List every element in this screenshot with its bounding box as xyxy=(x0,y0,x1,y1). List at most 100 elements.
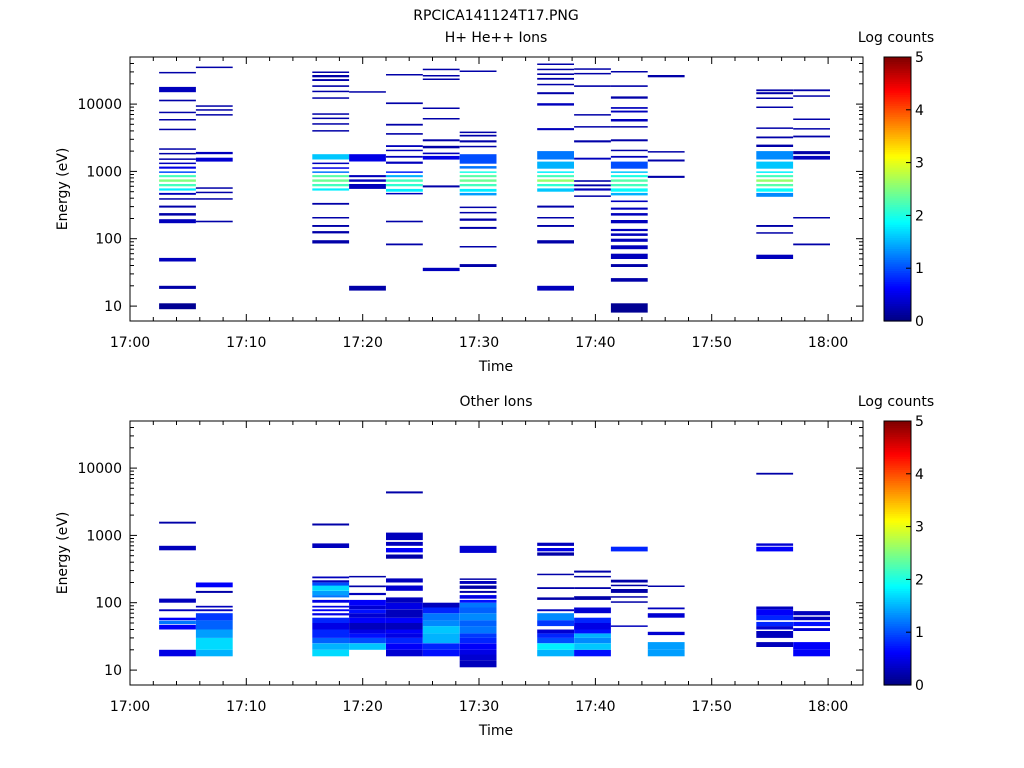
colorbar-swatch xyxy=(884,667,911,671)
heatmap-cell xyxy=(159,119,196,121)
colorbar-swatch xyxy=(884,500,911,503)
heatmap-cell xyxy=(756,642,794,647)
colorbar-swatch xyxy=(884,164,911,168)
heatmap-cell xyxy=(386,602,423,610)
heatmap-cell xyxy=(159,162,196,165)
x-tick-label: 17:40 xyxy=(575,335,615,351)
plot-frame xyxy=(129,56,864,322)
heatmap-cell xyxy=(459,140,497,143)
heatmap-cell xyxy=(159,192,196,195)
heatmap-cell xyxy=(459,602,497,608)
heatmap-cell xyxy=(386,192,423,195)
heatmap-cell xyxy=(610,278,648,282)
heatmap-cell xyxy=(159,166,196,169)
heatmap-cell xyxy=(159,545,196,551)
heatmap-cell xyxy=(793,611,830,616)
heatmap-cell xyxy=(459,545,497,553)
colorbar-swatch xyxy=(884,632,911,635)
colorbar-swatch xyxy=(884,460,911,464)
colorbar-swatch xyxy=(884,520,911,523)
heatmap-cell xyxy=(647,649,685,657)
colorbar-tick-label: 0 xyxy=(915,678,924,694)
colorbar-swatch xyxy=(884,299,911,302)
colorbar-swatch xyxy=(884,605,911,609)
heatmap-cell xyxy=(459,578,497,580)
colorbar-swatch xyxy=(884,674,911,677)
heatmap-cell xyxy=(647,151,685,153)
colorbar-swatch xyxy=(884,504,911,508)
heatmap-cell xyxy=(386,243,423,246)
colorbar-swatch xyxy=(884,272,911,276)
heatmap-cell xyxy=(647,175,685,178)
colorbar-swatch xyxy=(884,288,911,291)
colorbar-swatch xyxy=(884,215,911,219)
heatmap-cell xyxy=(349,633,386,638)
heatmap-cell xyxy=(459,599,497,603)
colorbar-swatch xyxy=(884,173,911,177)
heatmap-cell xyxy=(610,579,648,583)
heatmap-cell xyxy=(312,240,350,244)
y-tick-label: 10000 xyxy=(77,97,122,113)
colorbar-swatch xyxy=(884,522,911,525)
heatmap-cell xyxy=(459,131,497,134)
heatmap-cell xyxy=(537,629,574,634)
colorbar-swatch xyxy=(884,217,911,221)
heatmap-cell xyxy=(422,633,460,644)
colorbar-swatch xyxy=(884,570,911,574)
heatmap-cell xyxy=(756,606,794,610)
heatmap-cell xyxy=(537,188,574,192)
colorbar-swatch xyxy=(884,83,911,87)
y-tick-label: 100 xyxy=(95,596,122,612)
x-tick-label: 17:20 xyxy=(343,335,383,351)
heatmap-cell xyxy=(574,587,611,589)
colorbar-swatch xyxy=(884,228,911,232)
colorbar-swatch xyxy=(884,636,911,640)
heatmap-cell xyxy=(349,605,386,610)
heatmap-cell xyxy=(610,303,648,313)
heatmap-cell xyxy=(574,68,611,70)
colorbar-swatch xyxy=(884,513,911,517)
colorbar-swatch xyxy=(884,566,911,569)
heatmap-cell xyxy=(349,179,386,182)
heatmap-cell xyxy=(537,68,574,71)
colorbar-swatch xyxy=(884,665,911,668)
colorbar-swatch xyxy=(884,506,911,510)
colorbar-swatch xyxy=(884,103,911,106)
colorbar-swatch xyxy=(884,559,911,563)
colorbar-swatch xyxy=(884,480,911,484)
heatmap-cell xyxy=(386,554,423,559)
heatmap-cell xyxy=(459,192,497,196)
colorbar-swatch xyxy=(884,443,911,446)
heatmap-cell xyxy=(537,613,574,621)
heatmap-cell xyxy=(195,109,233,111)
heatmap-cell xyxy=(349,599,386,606)
colorbar-swatch xyxy=(884,112,911,115)
heatmap-cell xyxy=(459,188,497,192)
heatmap-cell xyxy=(756,92,794,95)
colorbar-swatch xyxy=(884,87,911,91)
heatmap-cell xyxy=(386,629,423,634)
heatmap-cell xyxy=(386,532,423,541)
colorbar-tick-label: 1 xyxy=(915,261,924,277)
heatmap-cell xyxy=(386,149,423,152)
heatmap-cell xyxy=(422,118,460,120)
colorbar-swatch xyxy=(884,70,911,73)
colorbar-swatch xyxy=(884,94,911,98)
colorbar-swatch xyxy=(884,660,911,664)
heatmap-cell xyxy=(159,213,196,216)
tick-marks xyxy=(129,420,863,685)
heatmap-cell xyxy=(312,609,350,612)
heatmap-cell xyxy=(386,145,423,147)
colorbar-swatch xyxy=(884,638,911,642)
colorbar-swatch xyxy=(884,489,911,492)
heatmap-cell xyxy=(647,613,685,618)
heatmap-cell xyxy=(459,179,497,182)
heatmap-cell xyxy=(459,264,497,267)
colorbar-swatch xyxy=(884,79,911,82)
colorbar-swatch xyxy=(884,434,911,437)
heatmap-cell xyxy=(537,161,574,169)
heatmap-cell xyxy=(195,637,233,650)
heatmap-cell xyxy=(349,613,386,618)
colorbar: 0 1 2 3 4 5 xyxy=(883,414,924,694)
heatmap-cell xyxy=(459,184,497,187)
